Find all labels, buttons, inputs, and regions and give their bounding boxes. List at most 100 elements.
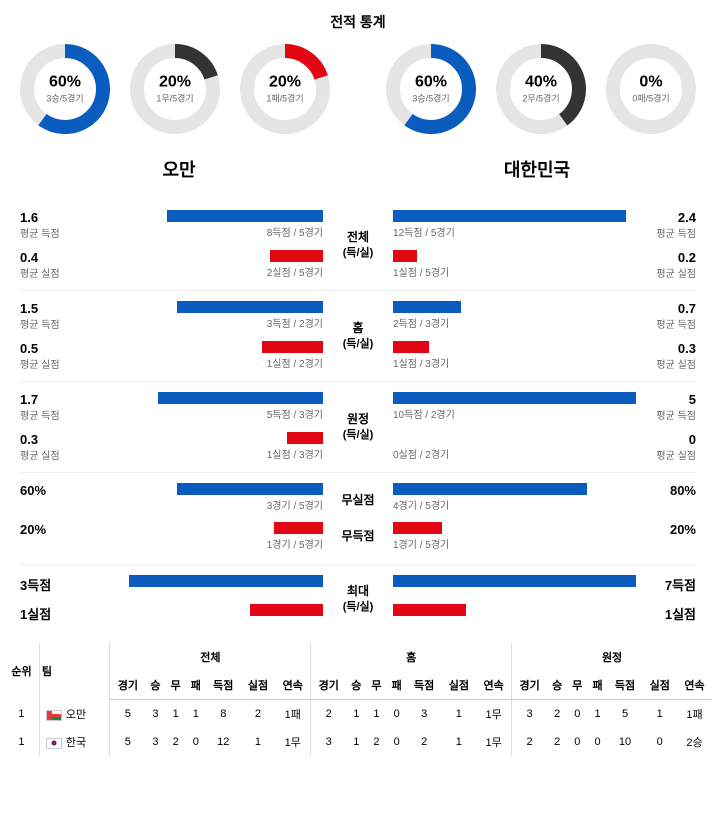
bar-track (393, 432, 636, 444)
stat-cell: 1패 (677, 700, 712, 729)
stat-cell: 0 (567, 700, 587, 729)
bar-track (80, 432, 323, 444)
stat-cell: 2승 (677, 728, 712, 756)
stat-row: 20% 1경기 / 5경기 (393, 522, 696, 551)
stat-row: 1실점 (393, 604, 696, 623)
stat-row: 0.3 평균 실점 1실점 / 3경기 (393, 341, 696, 371)
rank-cell: 1 (4, 700, 39, 729)
bar-track (393, 392, 636, 404)
stat-label: 평균 실점 (20, 265, 80, 280)
bar-caption: 4경기 / 5경기 (393, 497, 449, 512)
bar-fill (393, 250, 417, 262)
bar-track (393, 575, 636, 587)
stat-row: 20% 1경기 / 5경기 (20, 522, 323, 551)
donut: 0% 0패/5경기 (606, 44, 696, 134)
stat-mid-label: 무실점무득점 (323, 483, 393, 554)
bar-caption: 2득점 / 3경기 (393, 315, 449, 330)
stat-label: 평균 득점 (20, 316, 80, 331)
stat-value: 0 (636, 432, 696, 447)
bar-caption: 1경기 / 5경기 (267, 536, 323, 551)
donut-pct: 20% (156, 74, 193, 92)
donut-pct: 60% (46, 74, 83, 92)
bar-fill (393, 522, 442, 534)
stat-label: 평균 실점 (636, 356, 696, 371)
stat-side-left: 1.6 평균 득점 8득점 / 5경기 0.4 평균 실점 2실점 / 5경기 (20, 210, 323, 280)
bar-caption: 3득점 / 2경기 (267, 315, 323, 330)
table-row: 1 오만5311821패2110311무3201511패 (4, 700, 712, 729)
bar-caption: 8득점 / 5경기 (267, 224, 323, 239)
stat-cell: 5 (110, 700, 145, 729)
stat-label: 평균 득점 (636, 225, 696, 240)
stat-row: 0.3 평균 실점 1실점 / 3경기 (20, 432, 323, 462)
stat-cell: 2 (166, 728, 186, 756)
stat-section: 1.5 평균 득점 3득점 / 2경기 0.5 평균 실점 1실점 / 2경기 … (20, 291, 696, 382)
donut: 60% 3승/5경기 (386, 44, 476, 134)
bar-fill (393, 483, 587, 495)
stat-row: 1실점 (20, 604, 323, 623)
stat-label: 평균 득점 (20, 225, 80, 240)
bar-track (80, 604, 323, 616)
stat-label: 평균 득점 (636, 407, 696, 422)
stat-value: 2.4 (636, 210, 696, 225)
stat-section: 1.6 평균 득점 8득점 / 5경기 0.4 평균 실점 2실점 / 5경기 … (20, 200, 696, 291)
donut-pct: 20% (266, 74, 303, 92)
stat-cell: 2 (547, 700, 567, 729)
stat-cell: 1 (186, 700, 206, 729)
stat-value: 60% (20, 483, 80, 498)
stat-side-right: 0.7 평균 득점 2득점 / 3경기 0.3 평균 실점 1실점 / 3경기 (393, 301, 696, 371)
stat-cell: 1무 (275, 728, 310, 756)
stat-row: 0.5 평균 실점 1실점 / 2경기 (20, 341, 323, 371)
stat-side-right: 80% 4경기 / 5경기 20% 1경기 / 5경기 (393, 483, 696, 554)
stat-cell: 2 (241, 700, 276, 729)
stat-row: 5 평균 득점 10득점 / 2경기 (393, 392, 696, 422)
bar-fill (393, 301, 461, 313)
stat-cell: 5 (608, 700, 643, 729)
bar-caption: 1실점 / 5경기 (393, 264, 449, 279)
stat-label: 평균 실점 (636, 447, 696, 462)
bar-fill (393, 604, 466, 616)
stat-value: 1실점 (20, 604, 80, 623)
bar-fill (129, 575, 323, 587)
stat-value: 0.2 (636, 250, 696, 265)
bar-caption: 12득점 / 5경기 (393, 224, 455, 239)
bar-fill (270, 250, 323, 262)
table-row: 1 한국53201211무3120211무22001002승 (4, 728, 712, 756)
stat-value: 1실점 (636, 604, 696, 623)
stat-row: 0.4 평균 실점 2실점 / 5경기 (20, 250, 323, 280)
stat-row: 1.5 평균 득점 3득점 / 2경기 (20, 301, 323, 331)
stat-mid-label: 원정(득/실) (323, 392, 393, 462)
stat-section: 60% 3경기 / 5경기 20% 1경기 / 5경기 무실점무득점 80% (20, 473, 696, 565)
flag-icon (46, 710, 62, 721)
bar-caption: 3경기 / 5경기 (267, 497, 323, 512)
bar-track (393, 341, 636, 353)
donut-sub: 1무/5경기 (156, 92, 193, 105)
stat-cell: 2 (512, 728, 547, 756)
stat-label: 평균 실점 (20, 447, 80, 462)
team-left: 오만 (0, 156, 358, 182)
stat-cell: 1 (642, 700, 677, 729)
bar-fill (158, 392, 323, 404)
stat-cell: 1 (366, 700, 386, 729)
bar-fill (250, 604, 323, 616)
standings-table-wrap: 순위 팀 전체 홈 원정 경기승무패득점실점연속경기승무패득점실점연속경기승무패… (0, 633, 716, 766)
stat-row: 80% 4경기 / 5경기 (393, 483, 696, 512)
stat-cell: 3 (145, 728, 165, 756)
stat-side-right: 2.4 평균 득점 12득점 / 5경기 0.2 평균 실점 1실점 / 5경기 (393, 210, 696, 280)
bar-fill (177, 483, 323, 495)
team-right: 대한민국 (358, 156, 716, 182)
bar-fill (393, 341, 429, 353)
bar-track (80, 483, 323, 495)
stat-cell: 2 (311, 700, 346, 729)
stat-section: 1.7 평균 득점 5득점 / 3경기 0.3 평균 실점 1실점 / 3경기 … (20, 382, 696, 473)
stat-value: 20% (20, 522, 80, 537)
stat-value: 0.3 (636, 341, 696, 356)
stat-row: 60% 3경기 / 5경기 (20, 483, 323, 512)
stat-section: 3득점 1실점 최대(득/실) 7득점 (20, 565, 696, 633)
stat-cell: 3 (407, 700, 442, 729)
stat-row: 1.6 평균 득점 8득점 / 5경기 (20, 210, 323, 240)
stat-side-left: 1.5 평균 득점 3득점 / 2경기 0.5 평균 실점 1실점 / 2경기 (20, 301, 323, 371)
bar-track (80, 210, 323, 222)
bar-caption: 1실점 / 3경기 (393, 355, 449, 370)
bar-caption: 1실점 / 2경기 (267, 355, 323, 370)
donut-sub: 3승/5경기 (412, 92, 449, 105)
